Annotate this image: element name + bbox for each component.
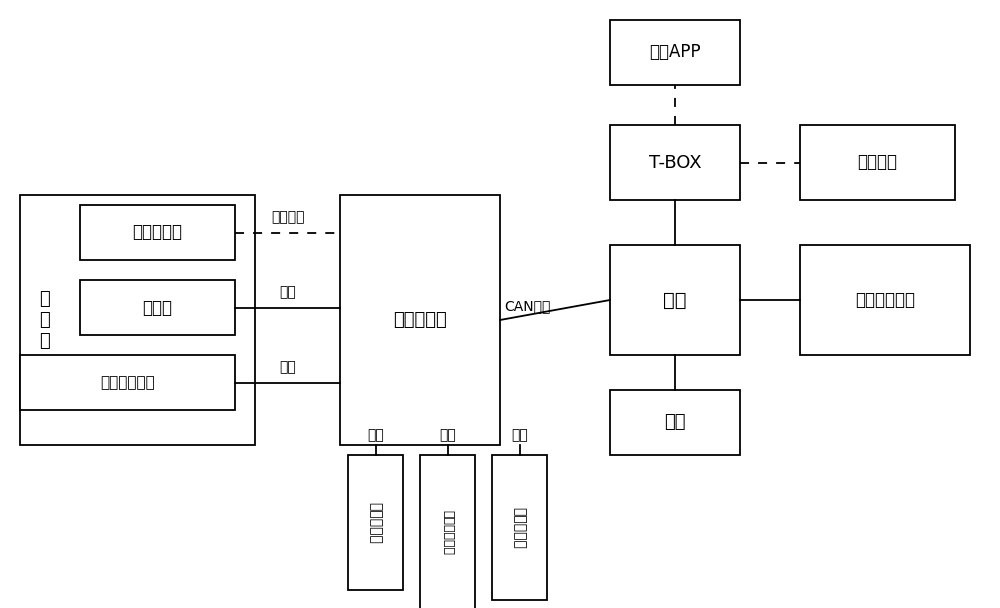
Text: 硬线: 硬线 xyxy=(280,361,296,375)
Bar xyxy=(610,390,740,455)
Bar xyxy=(800,125,955,200)
Text: 硬线: 硬线 xyxy=(511,428,528,442)
Text: 颗粒传感器: 颗粒传感器 xyxy=(368,502,382,544)
Text: 硬线: 硬线 xyxy=(280,286,296,300)
Text: 空
调
箱: 空 调 箱 xyxy=(40,290,50,350)
Bar xyxy=(80,205,235,260)
Bar xyxy=(610,20,740,85)
Bar xyxy=(348,455,403,590)
Text: 内外循环风门: 内外循环风门 xyxy=(100,375,155,390)
Text: 多功能滤芯: 多功能滤芯 xyxy=(132,224,182,241)
Bar xyxy=(800,245,970,355)
Text: 手机短信: 手机短信 xyxy=(858,153,898,171)
Bar xyxy=(340,195,500,445)
Text: 空调控制器: 空调控制器 xyxy=(393,311,447,329)
Text: 机械结构: 机械结构 xyxy=(271,210,305,224)
Text: 气味传感器: 气味传感器 xyxy=(512,506,526,548)
Text: 硬线: 硬线 xyxy=(367,428,384,442)
Bar xyxy=(80,280,235,335)
Text: 信息娱乐大屏: 信息娱乐大屏 xyxy=(855,291,915,309)
Text: T-BOX: T-BOX xyxy=(649,153,701,171)
Text: CAN总线: CAN总线 xyxy=(504,299,550,313)
Bar xyxy=(420,455,475,608)
Bar xyxy=(492,455,547,600)
Text: 仪表: 仪表 xyxy=(664,413,686,432)
Bar xyxy=(20,355,235,410)
Bar xyxy=(610,125,740,200)
Text: 网关: 网关 xyxy=(663,291,687,309)
Bar xyxy=(610,245,740,355)
Text: 鼓风机: 鼓风机 xyxy=(143,299,173,317)
Text: 手机APP: 手机APP xyxy=(649,44,701,61)
Text: 硬线: 硬线 xyxy=(439,428,456,442)
Text: 光触媒传感器: 光触媒传感器 xyxy=(441,510,454,555)
Bar xyxy=(20,195,255,445)
